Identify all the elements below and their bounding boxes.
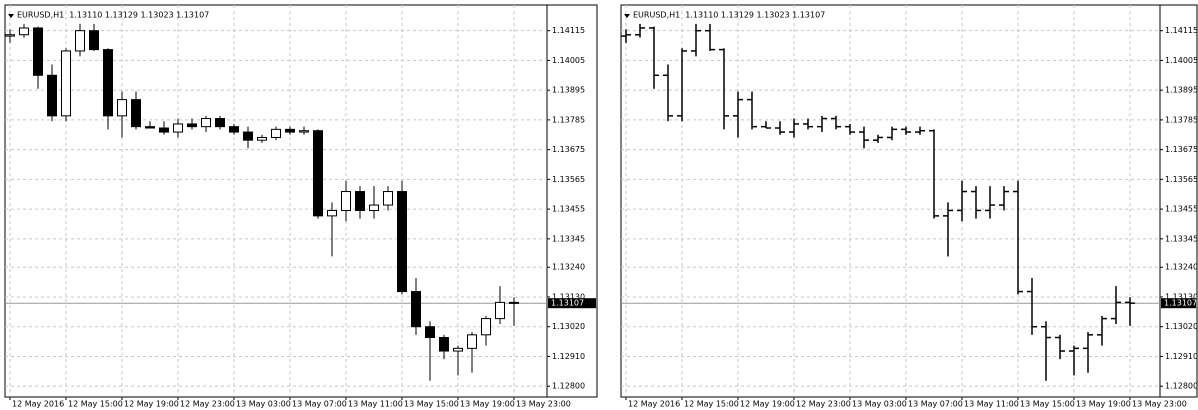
candle-body [341,191,351,211]
x-tick-label: 13 May 23:00 [1132,400,1187,409]
x-tick-label: 13 May 19:00 [1076,400,1131,409]
y-tick-label: 1.12800 [1165,382,1198,391]
x-tick-label: 13 May 07:00 [292,400,347,409]
candle-body [481,318,491,336]
y-tick-label: 1.13895 [1165,86,1198,95]
candle-body [453,347,463,352]
candle-body [439,337,449,352]
chart-panel: 1.14115 1.14005 1.13895 1.13785 1.13675 1.135… [620,4,1198,409]
y-tick-label: 1.13240 [1165,263,1198,272]
x-tick-label: 13 May 15:00 [1020,400,1075,409]
candle-body [131,99,141,128]
y-tick-label: 1.13345 [1165,234,1198,243]
x-tick-label: 12 May 15:00 [684,400,739,409]
x-tick-label: 13 May 19:00 [460,400,515,409]
y-tick-label: 1.13565 [1165,175,1198,184]
y-tick-label: 1.13345 [552,234,585,243]
candle-body [201,118,211,128]
candle-body [173,123,183,133]
y-tick-label: 1.13785 [1165,115,1198,124]
candle-body [397,191,407,293]
candle-body [327,209,337,217]
y-tick-label: 1.13565 [552,175,585,184]
candle-body [75,30,85,52]
y-tick-label: 1.12800 [552,382,585,391]
chart-title: EURUSD,H1 1.13110 1.13129 1.13023 1.1310… [633,11,825,20]
candle-body [159,127,169,133]
candle-body [33,27,43,76]
candle-body [271,128,281,138]
plot-frame [620,4,1161,398]
y-tick-label: 1.12910 [1165,352,1198,361]
x-tick-label: 12 May 15:00 [68,400,123,409]
candle-body [145,126,155,129]
x-tick-label: 12 May 19:00 [740,400,795,409]
candle-body [425,326,435,339]
y-tick-label: 1.13020 [1165,322,1198,331]
menu-triangle [8,14,14,18]
candle-body [257,136,267,141]
candle-body [215,118,225,128]
x-tick-label: 13 May 03:00 [852,400,907,409]
current-price-box [1161,298,1196,309]
current-price-label: 1.13107 [1164,299,1197,308]
y-tick-label: 1.13785 [552,115,585,124]
candle-body [47,74,57,117]
x-tick-label: 12 May 2016 [12,400,64,409]
chart-panel: 1.14115 1.14005 1.13895 1.13785 1.13675 1.135… [4,4,598,409]
x-tick-label: 12 May 23:00 [796,400,851,409]
y-tick-label: 1.13675 [1165,145,1198,154]
x-tick-label: 12 May 2016 [628,400,680,409]
candle-body [5,34,15,37]
candle-body [229,126,239,133]
candle-body [495,301,505,320]
current-price-box [548,298,596,309]
axis-frame [1159,4,1198,398]
x-tick-label: 12 May 23:00 [180,400,235,409]
y-tick-label: 1.14115 [552,26,585,35]
plot-frame [4,4,548,398]
y-tick-label: 1.13455 [552,205,585,214]
candle-body [411,291,421,328]
candle-body [103,49,113,117]
y-tick-label: 1.13895 [552,86,585,95]
x-tick-label: 12 May 19:00 [124,400,179,409]
x-tick-label: 13 May 15:00 [404,400,459,409]
x-tick-label: 13 May 03:00 [236,400,291,409]
candle-body [117,99,127,117]
candle-body [369,204,379,211]
y-tick-label: 1.13020 [552,322,585,331]
y-tick-label: 1.13455 [1165,205,1198,214]
x-tick-label: 13 May 07:00 [908,400,963,409]
y-tick-label: 1.14005 [552,56,585,65]
x-tick-label: 13 May 11:00 [964,400,1019,409]
current-price-label: 1.13107 [551,299,584,308]
y-tick-label: 1.14005 [1165,56,1198,65]
candle-body [89,30,99,51]
axis-frame [546,4,598,398]
candle-body [383,191,393,206]
candle-body [243,131,253,141]
y-tick-label: 1.14115 [1165,26,1198,35]
chart-title: EURUSD,H1 1.13110 1.13129 1.13023 1.1310… [17,11,209,20]
x-tick-label: 13 May 11:00 [348,400,403,409]
candle-body [61,50,71,117]
candle-body [187,123,197,128]
y-tick-label: 1.12910 [552,352,585,361]
candle-body [19,27,29,36]
candle-body [299,130,309,133]
y-tick-label: 1.13240 [552,263,585,272]
candle-body [355,191,365,211]
candle-body [313,130,323,217]
y-tick-label: 1.13130 [1165,292,1198,301]
y-tick-label: 1.13130 [552,292,585,301]
y-tick-label: 1.13675 [552,145,585,154]
candle-body [467,334,477,349]
x-tick-label: 13 May 23:00 [516,400,571,409]
candle-body [285,128,295,133]
candle-body [509,301,519,304]
menu-triangle [624,14,630,18]
